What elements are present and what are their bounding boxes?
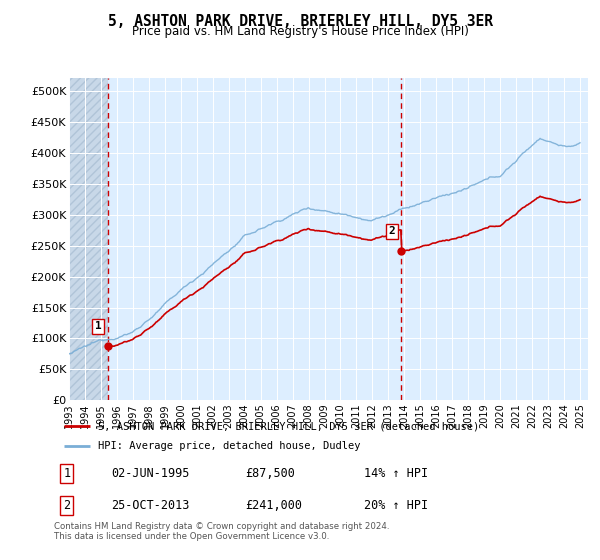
Text: 14% ↑ HPI: 14% ↑ HPI <box>364 468 428 480</box>
Text: £87,500: £87,500 <box>245 468 295 480</box>
Text: 5, ASHTON PARK DRIVE, BRIERLEY HILL, DY5 3ER: 5, ASHTON PARK DRIVE, BRIERLEY HILL, DY5… <box>107 14 493 29</box>
Text: 25-OCT-2013: 25-OCT-2013 <box>111 498 189 512</box>
Text: Contains HM Land Registry data © Crown copyright and database right 2024.
This d: Contains HM Land Registry data © Crown c… <box>54 522 389 542</box>
Bar <box>69 78 107 400</box>
Text: 5, ASHTON PARK DRIVE, BRIERLEY HILL, DY5 3ER (detached house): 5, ASHTON PARK DRIVE, BRIERLEY HILL, DY5… <box>98 421 479 431</box>
Text: 2: 2 <box>388 226 395 236</box>
Text: 02-JUN-1995: 02-JUN-1995 <box>111 468 189 480</box>
Text: 20% ↑ HPI: 20% ↑ HPI <box>364 498 428 512</box>
Text: £241,000: £241,000 <box>245 498 302 512</box>
Text: 1: 1 <box>95 321 101 332</box>
Text: Price paid vs. HM Land Registry's House Price Index (HPI): Price paid vs. HM Land Registry's House … <box>131 25 469 38</box>
Text: 1: 1 <box>64 468 70 480</box>
Text: HPI: Average price, detached house, Dudley: HPI: Average price, detached house, Dudl… <box>98 441 361 451</box>
Text: 2: 2 <box>64 498 70 512</box>
